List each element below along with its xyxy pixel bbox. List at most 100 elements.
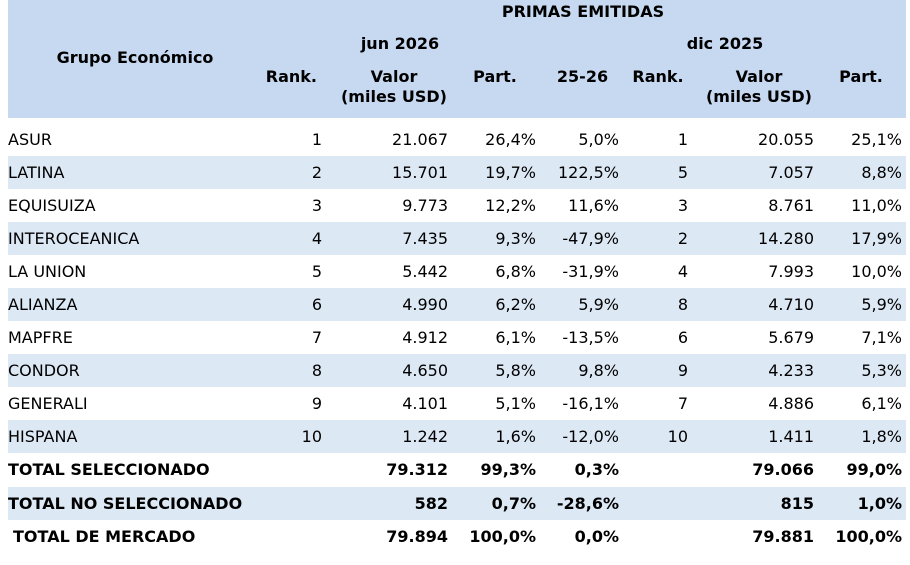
valor-prior-cell: 7.057 [768,163,814,182]
var-25-26-cell: 0,3% [574,460,619,479]
header-valor-prior: Valor (miles USD) [698,67,820,107]
rank-current-cell: 9 [311,394,322,413]
part-current-cell: 100,0% [469,527,536,546]
var-25-26-cell: 11,6% [568,196,619,215]
group-name-cell: EQUISUIZA [8,196,96,215]
header-period-current: jun 2026 [360,34,440,53]
part-current-cell: 26,4% [485,130,536,149]
rank-current-cell: 1 [311,130,322,149]
part-prior-cell: 8,8% [861,163,902,182]
var-25-26-cell: -13,5% [562,328,619,347]
header-rank-current: Rank. [265,67,317,86]
group-name-cell: LA UNION [8,262,87,281]
header-var: 25-26 [556,67,609,86]
rank-prior-cell [625,487,688,520]
part-prior-cell: 1,8% [861,427,902,446]
valor-prior-cell: 79.881 [752,527,814,546]
valor-current-cell: 4.912 [402,328,448,347]
valor-prior-cell: 4.886 [768,394,814,413]
valor-current-cell: 15.701 [392,163,448,182]
part-prior-cell: 5,9% [861,295,902,314]
group-name-cell: ALIANZA [8,295,78,314]
part-prior-cell: 7,1% [861,328,902,347]
group-name-cell: MAPFRE [8,328,73,347]
rank-current-cell [240,453,322,486]
part-prior-cell: 100,0% [835,527,902,546]
var-25-26-cell: -28,6% [556,494,619,513]
part-prior-cell: 1,0% [857,494,902,513]
header-valor-line1: Valor [370,67,418,86]
valor-current-cell: 5.442 [402,262,448,281]
rank-current-cell: 8 [311,361,322,380]
var-25-26-cell: 0,0% [574,527,619,546]
rank-current-cell [240,520,322,553]
header-part-prior: Part. [839,67,883,86]
group-name-cell: CONDOR [8,361,80,380]
table-row: GENERALI 9 4.101 5,1% -16,1% 7 4.886 6,1% [8,387,906,420]
valor-prior-cell: 20.055 [758,130,814,149]
var-25-26-cell: -47,9% [562,229,619,248]
valor-prior-cell: 79.066 [752,460,814,479]
header-valor-line1: Valor [735,67,783,86]
group-name-cell: TOTAL SELECCIONADO [8,460,210,479]
total-row: TOTAL SELECCIONADO 79.312 99,3% 0,3% 79.066 9… [8,453,906,486]
part-current-cell: 6,8% [495,262,536,281]
valor-current-cell: 9.773 [402,196,448,215]
group-name-cell: TOTAL DE MERCADO [13,527,196,546]
part-current-cell: 19,7% [485,163,536,182]
part-current-cell: 0,7% [491,494,536,513]
header-part-current: Part. [473,67,517,86]
group-name-cell: GENERALI [8,394,88,413]
rank-prior-cell [625,453,688,486]
group-name-cell: ASUR [8,130,52,149]
var-25-26-cell: -12,0% [562,427,619,446]
valor-current-cell: 4.990 [402,295,448,314]
part-current-cell: 99,3% [480,460,536,479]
valor-prior-cell: 4.233 [768,361,814,380]
rank-current-cell: 4 [311,229,322,248]
part-prior-cell: 11,0% [851,196,902,215]
valor-prior-cell: 14.280 [758,229,814,248]
group-name-cell: INTEROCEANICA [8,229,140,248]
part-prior-cell: 17,9% [851,229,902,248]
rank-current-cell: 6 [311,295,322,314]
valor-prior-cell: 7.993 [768,262,814,281]
part-prior-cell: 25,1% [851,130,902,149]
header-valor-current: Valor (miles USD) [333,67,455,107]
part-current-cell: 5,8% [495,361,536,380]
valor-current-cell: 7.435 [402,229,448,248]
header-rank-prior: Rank. [632,67,684,86]
table-row: LA UNION 5 5.442 6,8% -31,9% 4 7.993 10,0% [8,255,906,288]
table-row: CONDOR 8 4.650 5,8% 9,8% 9 4.233 5,3% [8,354,906,387]
rank-current-cell: 10 [301,427,322,446]
header-valor-line2: (miles USD) [705,87,812,106]
part-current-cell: 6,1% [495,328,536,347]
rank-current-cell: 3 [311,196,322,215]
rank-current-cell [240,487,322,520]
part-current-cell: 6,2% [495,295,536,314]
valor-prior-cell: 5.679 [768,328,814,347]
table-header [8,0,906,118]
rank-prior-cell: 8 [677,295,688,314]
table-row: MAPFRE 7 4.912 6,1% -13,5% 6 5.679 7,1% [8,321,906,354]
rank-prior-cell [625,520,688,553]
rank-current-cell: 7 [311,328,322,347]
rank-prior-cell: 9 [677,361,688,380]
valor-prior-cell: 4.710 [768,295,814,314]
var-25-26-cell: 9,8% [578,361,619,380]
var-25-26-cell: -16,1% [562,394,619,413]
group-name-cell: HISPANA [8,427,78,446]
total-row: TOTAL NO SELECCIONADO 582 0,7% -28,6% 815 1,0… [8,487,906,520]
var-25-26-cell: -31,9% [562,262,619,281]
rank-prior-cell: 3 [677,196,688,215]
part-prior-cell: 6,1% [861,394,902,413]
header-title: PRIMAS EMITIDAS [501,2,665,21]
group-name-cell: TOTAL NO SELECCIONADO [8,494,243,513]
part-current-cell: 1,6% [495,427,536,446]
valor-prior-cell: 815 [780,494,814,513]
table-row: INTEROCEANICA 4 7.435 9,3% -47,9% 2 14.280 17,9… [8,222,906,255]
rank-prior-cell: 7 [677,394,688,413]
valor-current-cell: 79.312 [386,460,448,479]
rank-prior-cell: 2 [677,229,688,248]
valor-current-cell: 1.242 [402,427,448,446]
